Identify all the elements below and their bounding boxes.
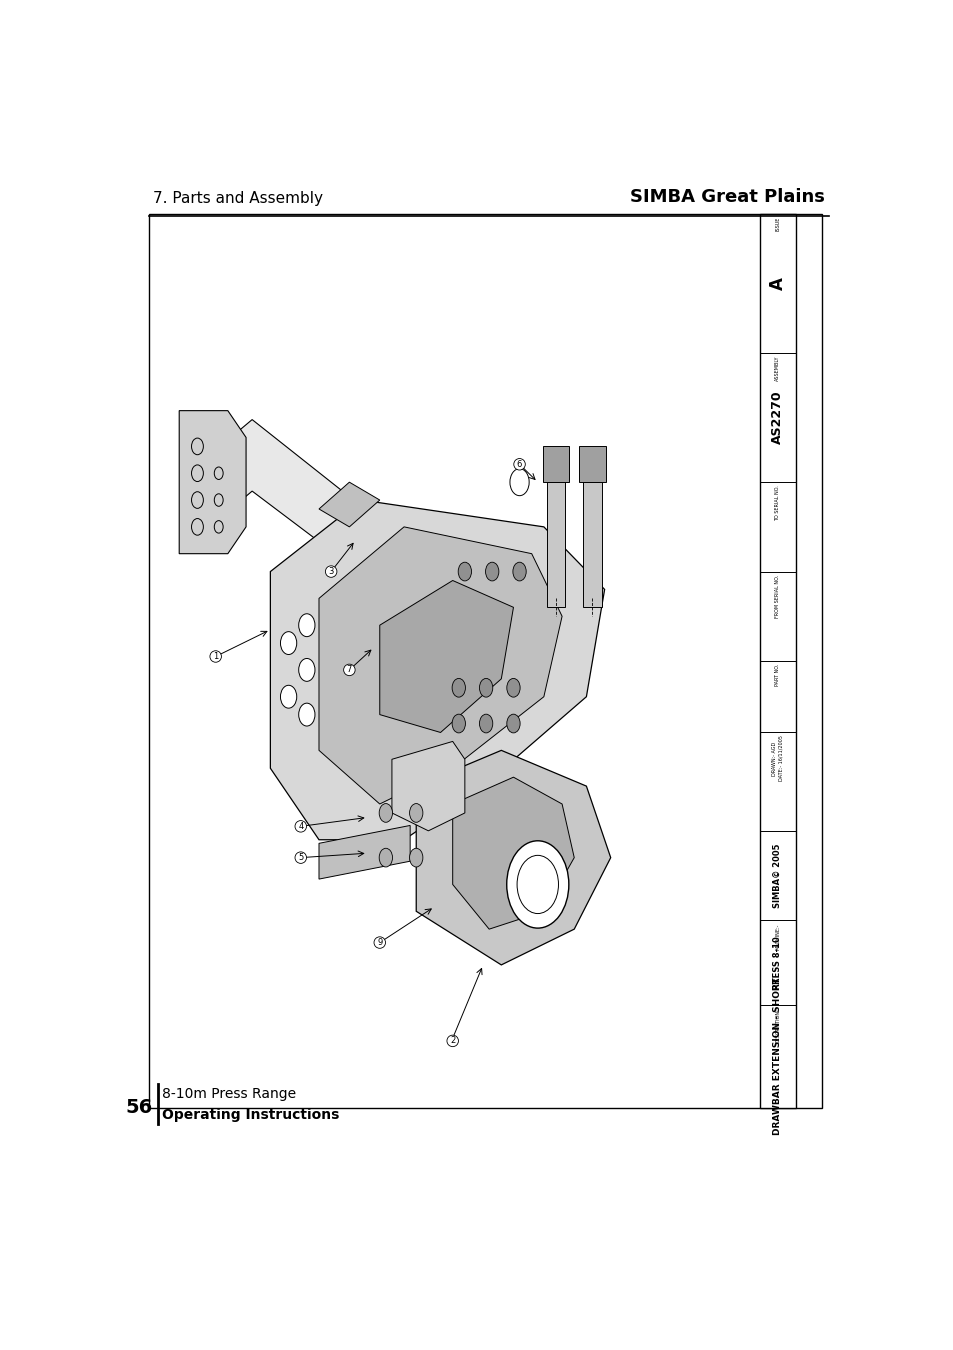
Text: 7: 7 [346,666,352,675]
Bar [149,213,821,1108]
Text: 2: 2 [450,1037,455,1045]
Text: DRAWN:- AGD
DATE:- 16/11/2005: DRAWN:- AGD DATE:- 16/11/2005 [771,736,782,782]
Circle shape [409,803,422,822]
Polygon shape [210,420,507,670]
Polygon shape [392,741,464,830]
Text: Operating Instructions: Operating Instructions [162,1108,339,1122]
Text: 56: 56 [125,1099,152,1118]
Text: 5: 5 [298,853,303,863]
Circle shape [457,562,471,580]
Polygon shape [542,447,569,482]
Circle shape [280,632,296,655]
Circle shape [378,803,392,822]
Polygon shape [318,825,410,879]
Text: FROM SERIAL NO.: FROM SERIAL NO. [775,575,780,618]
Text: 4: 4 [298,822,303,830]
Polygon shape [318,482,379,526]
Text: DRAWBAR EXTENSION - SHORT: DRAWBAR EXTENSION - SHORT [772,977,781,1135]
Polygon shape [453,778,574,929]
Text: 9: 9 [376,938,382,948]
Circle shape [298,703,314,726]
Circle shape [378,848,392,867]
Text: TO SERIAL NO.: TO SERIAL NO. [775,485,780,521]
Circle shape [452,714,465,733]
Circle shape [479,679,493,697]
Polygon shape [582,482,601,608]
Circle shape [513,562,526,580]
Circle shape [280,686,296,709]
Text: A: A [768,277,786,290]
Circle shape [298,659,314,682]
Polygon shape [416,751,610,965]
Circle shape [485,562,498,580]
Bar [759,213,795,1108]
Polygon shape [318,526,561,805]
Text: 3: 3 [328,567,334,576]
Text: MACHINE:-: MACHINE:- [775,923,780,949]
Polygon shape [578,447,605,482]
Polygon shape [179,410,246,554]
Text: 7. Parts and Assembly: 7. Parts and Assembly [152,190,322,205]
Circle shape [506,841,568,927]
Circle shape [298,614,314,637]
Text: 6: 6 [517,460,521,468]
Circle shape [409,848,422,867]
Text: DESCRIPTION:: DESCRIPTION: [775,1008,780,1044]
Text: SIMBA Great Plains: SIMBA Great Plains [630,188,824,205]
Text: SIMBA© 2005: SIMBA© 2005 [772,844,781,907]
Circle shape [506,679,519,697]
Circle shape [506,714,519,733]
Polygon shape [379,580,513,733]
Text: PRESS 8-10: PRESS 8-10 [772,936,781,990]
Polygon shape [546,482,564,608]
Text: 1: 1 [213,652,218,662]
Text: AS2270: AS2270 [770,390,783,444]
Text: ASSEMBLY: ASSEMBLY [775,355,780,381]
Text: 8-10m Press Range: 8-10m Press Range [162,1088,296,1102]
Text: PART NO.: PART NO. [775,664,780,686]
Text: ISSUE: ISSUE [775,217,780,231]
Polygon shape [270,500,604,840]
Circle shape [452,679,465,697]
Circle shape [479,714,493,733]
